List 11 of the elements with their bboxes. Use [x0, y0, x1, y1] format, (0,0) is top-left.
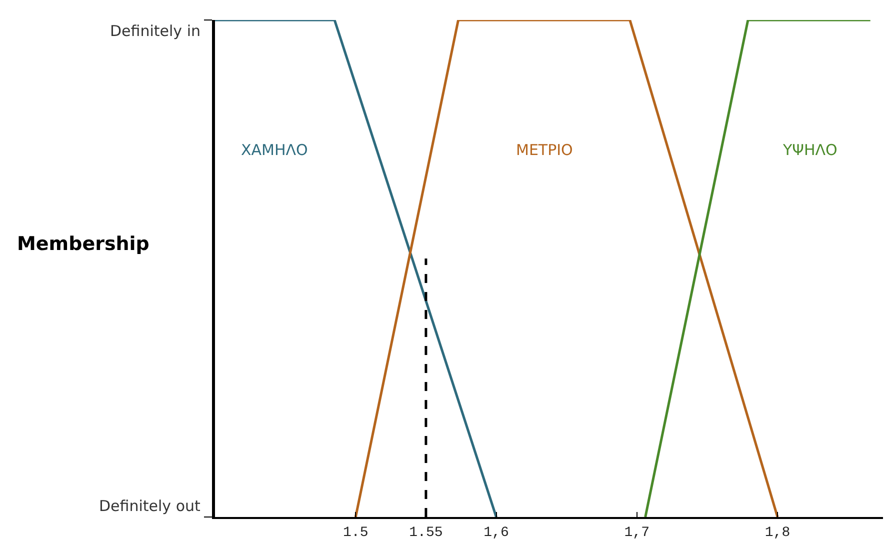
x-tick-label: 1.5: [343, 524, 368, 541]
text: ΥΨΗΛΟ: [782, 141, 838, 159]
text: ΧΑΜΗΛΟ: [241, 141, 308, 159]
text: Definitely out: [99, 497, 201, 515]
x-tick-label: 1,8: [764, 524, 790, 541]
x-tick-label: 1.55: [409, 524, 443, 541]
text: Definitely in: [110, 22, 200, 40]
x-tick-label: 1,6: [484, 524, 509, 541]
y-axis-title: Membership: [17, 233, 150, 255]
text: ΜΕΤΡΙΟ: [516, 141, 573, 159]
x-tick-label: 1,7: [624, 524, 650, 541]
